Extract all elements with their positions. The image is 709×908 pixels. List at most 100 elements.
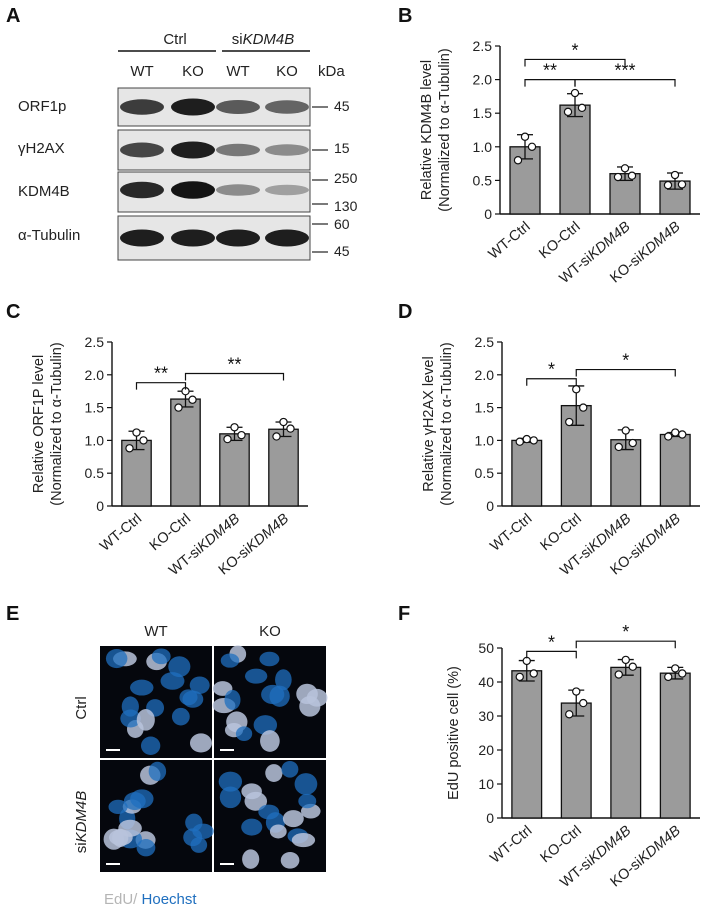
y-axis-label: (Normalized to α-Tubulin) [439,342,455,505]
blot-strips [117,87,328,261]
data-point [671,428,680,437]
data-point [677,180,687,189]
micro-row-label-sikdm4b: siKDM4B [73,791,90,854]
blot-marker: 45 [334,243,350,259]
nucleus [189,733,212,753]
bar [560,702,592,819]
y-tick-label: 0 [486,498,494,514]
data-point [613,172,623,182]
nucleus [269,824,287,839]
y-tick-label: 50 [478,640,494,656]
data-point [125,444,134,453]
panel-label-e: E [6,603,19,625]
data-point [515,437,524,446]
data-point [286,424,295,433]
nucleus [291,833,316,848]
y-tick-label: 2.0 [85,367,105,383]
data-point [663,180,673,190]
nucleus [219,786,242,809]
data-point [174,403,183,412]
data-point [572,385,581,394]
nucleus [299,696,321,717]
nucleus [108,799,128,814]
data-point [579,403,588,412]
panel-label-c: C [6,301,20,323]
category-label: KO-Ctrl [536,219,583,262]
data-point [188,395,197,404]
nucleus [136,839,156,857]
y-tick-label: 0 [486,810,494,826]
y-tick-label: 20 [478,742,494,758]
nucleus [258,804,280,820]
data-point [565,417,574,427]
data-point [529,436,538,445]
y-tick-label: 1.5 [473,105,493,121]
chart-d-gh2ax-level: 0 0.5 1.0 1.5 2.0 2.5 Relative γH2AX level (Nor… [421,334,700,579]
category-label: KO-Ctrl [538,823,585,866]
y-axis-label: Relative γH2AX level [421,356,437,491]
blot-marker: 15 [334,140,350,156]
nucleus [218,771,243,792]
category-label: WT-Ctrl [487,511,535,555]
blot-lane-label: WT [226,63,249,80]
y-tick-label: 1.5 [85,400,105,416]
data-point [563,107,573,117]
blot-lane-label: WT [130,63,153,80]
nucleus [130,789,154,809]
data-point [139,436,148,445]
significance-label: ** [543,61,557,81]
blot-band [171,141,215,159]
data-point [515,672,524,682]
nucleus [189,676,210,694]
nucleus [242,849,260,869]
nucleus [179,689,198,706]
nucleus [121,696,139,717]
significance-label: * [622,622,629,642]
nucleus [148,761,167,782]
nucleus [265,764,283,782]
nucleus [281,760,299,778]
blot-band [216,184,260,196]
micro-col-label-wt: WT [144,623,167,640]
data-point [272,432,281,441]
blot-band [120,99,164,115]
data-point [621,426,630,435]
blot-band [120,142,164,158]
western-blot: Ctrl siKDM4B WT KO WT KO kDa ORF1p γH2AX… [18,31,358,261]
data-point [627,171,637,180]
y-tick-label: 10 [478,776,494,792]
nucleus [241,783,262,800]
blot-band [265,100,309,114]
data-point [577,103,587,113]
y-tick-label: 1.0 [85,432,105,448]
nucleus [185,813,203,832]
nucleus [190,837,208,853]
nucleus [224,689,241,710]
data-point [664,672,673,682]
y-tick-label: 0 [484,206,492,222]
category-label: WT-Ctrl [486,219,534,263]
micro-col-label-ko: KO [259,623,281,640]
nucleus [136,709,155,731]
blot-band [216,229,260,247]
data-point [237,430,246,440]
microscopy-panel: WT KO Ctrl siKDM4B EdU/ Hoechst [73,623,328,908]
nucleus [260,730,280,752]
significance-bracket [524,58,626,67]
blot-band [216,100,260,114]
y-tick-label: 30 [478,708,494,724]
data-point [279,417,288,427]
nucleus [261,684,285,705]
nucleus [171,707,190,726]
data-point [572,687,581,696]
blot-row-label: ORF1p [18,98,66,115]
blot-band [120,181,164,199]
y-tick-label: 0.5 [473,172,493,188]
chart-c-orf1p-level: 0 0.5 1.0 1.5 2.0 2.5 Relative ORF1P level (Nor… [31,334,308,579]
data-point [670,170,680,180]
nucleus [220,653,240,668]
nucleus [280,851,300,869]
category-label: KO-Ctrl [538,511,585,554]
data-point [664,432,673,441]
